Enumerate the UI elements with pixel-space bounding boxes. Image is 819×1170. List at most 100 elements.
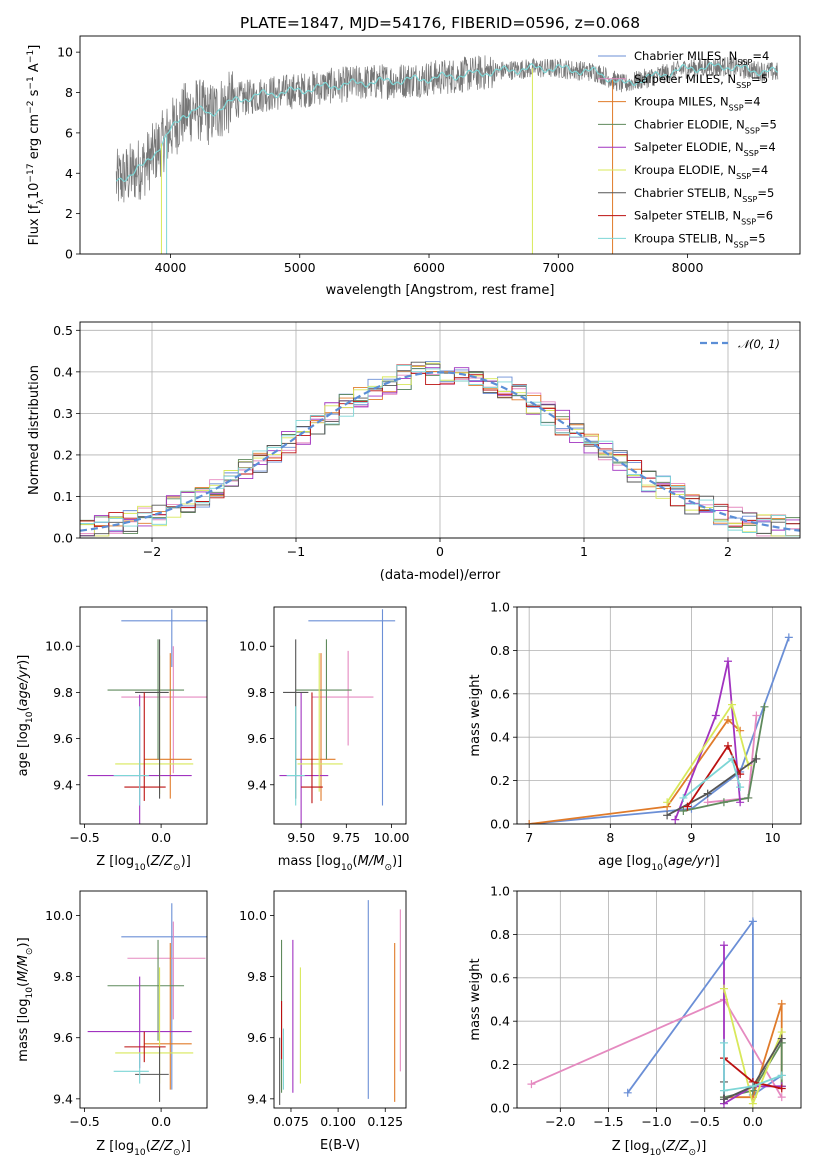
y-tick-label: 9.8: [247, 685, 267, 700]
histogram-series: [80, 365, 800, 537]
series-marker: [752, 711, 761, 720]
x-tick-label: 10.00: [374, 830, 410, 845]
series-marker: [703, 789, 712, 798]
massweight-vs-age-panel: 7 8 9 10 0.0 0.2 0.4 0.6 0.8 1.0 mass weight age [l…: [468, 600, 802, 873]
x-tick-label: 0.0: [743, 1114, 763, 1129]
series-line: [529, 637, 790, 824]
y-tick-label: 0.4: [53, 364, 73, 379]
series-marker: [683, 802, 692, 811]
x-tick-label: 8000: [672, 260, 704, 275]
y-tick-label: 10: [57, 45, 73, 60]
y-tick-label: 0.6: [490, 970, 510, 985]
series-marker: [736, 783, 745, 792]
mass-weight-series: [527, 917, 786, 1108]
x-tick-label: 0.0: [151, 1114, 171, 1129]
x-tick-label: 9.50: [287, 830, 315, 845]
y-tick-label: 6: [65, 125, 73, 140]
x-tick-label: −2: [143, 544, 161, 559]
x-tick-label: 0.100: [320, 1114, 356, 1129]
series-line: [723, 945, 782, 1106]
massweight-vs-Z-panel: −2.0 −1.5 −1.0 −0.5 0.0 0.0 0.2 0.4 0.6 0.8 1.0 mas…: [468, 884, 802, 1158]
y-tick-label: 0.8: [490, 927, 510, 942]
series-marker: [719, 984, 728, 993]
x-tick-label: 9: [687, 830, 695, 845]
y-tick-label: 9.4: [53, 777, 73, 792]
x-axis-label: wavelength [Angstrom, rest frame]: [326, 283, 555, 298]
y-tick-label: 9.6: [247, 1030, 267, 1045]
y-tick-label: 0.1: [53, 489, 73, 504]
y-axis-label: age [log10(age/yr)]: [16, 655, 35, 777]
y-tick-label: 9.4: [247, 1091, 267, 1106]
x-tick-label: 6000: [413, 260, 445, 275]
legend-entry: Kroupa ELODIE, NSSP=4: [634, 163, 768, 181]
series-marker: [525, 820, 534, 824]
figure-title: PLATE=1847, MJD=54176, FIBERID=0596, z=0…: [240, 14, 640, 32]
y-axis-label: mass weight: [468, 958, 483, 1040]
x-tick-label: −1: [287, 544, 305, 559]
y-tick-label: 0.0: [490, 1101, 510, 1116]
y-tick-label: 0.8: [490, 643, 510, 658]
y-tick-label: 0.0: [53, 531, 73, 546]
series-marker: [777, 1034, 786, 1043]
axes-frame: [516, 606, 802, 825]
normal-reference-line: [80, 371, 800, 532]
legend-entry: Kroupa MILES, NSSP=4: [634, 95, 761, 113]
x-tick-label: 2: [724, 544, 732, 559]
series-marker: [719, 1095, 728, 1104]
series-marker: [719, 798, 728, 807]
legend-entry: Chabrier ELODIE, NSSP=5: [634, 117, 777, 135]
series-marker: [777, 999, 786, 1008]
series-marker: [679, 793, 688, 802]
series-marker: [777, 1071, 786, 1080]
axes-frame: [79, 321, 801, 539]
series-marker: [736, 798, 745, 807]
series-marker: [736, 770, 745, 779]
age-vs-Z-panel: −0.5 0.0 9.4 9.6 9.8 10.0 Z [log10(Z/Z⊙)] age […: [16, 606, 208, 873]
x-tick-label: −1.5: [593, 1114, 623, 1129]
series-marker: [663, 811, 672, 820]
y-tick-label: 1.0: [490, 884, 510, 899]
x-tick-label: 7: [525, 830, 533, 845]
series-marker: [752, 754, 761, 763]
axes-frame: [516, 890, 802, 1109]
x-tick-label: −2.0: [545, 1114, 575, 1129]
x-tick-label: 0: [436, 544, 444, 559]
series-marker: [760, 702, 769, 711]
series-marker: [723, 657, 732, 666]
y-tick-label: 9.6: [247, 731, 267, 746]
series-marker: [748, 1099, 757, 1108]
series-marker: [711, 711, 720, 720]
errorbar-points: [279, 609, 396, 824]
y-axis-label: Normed distribution: [27, 365, 42, 495]
legend-entry: Chabrier STELIB, NSSP=5: [634, 186, 774, 204]
errorbar-points: [279, 900, 401, 1105]
y-tick-label: 4: [65, 166, 73, 181]
y-tick-label: 0.0: [490, 817, 510, 832]
x-tick-label: −0.5: [690, 1114, 720, 1129]
series-marker: [719, 1038, 728, 1047]
series-marker: [723, 741, 732, 750]
x-axis-label: mass [log10(M/M⊙)]: [278, 854, 402, 873]
series-marker: [679, 806, 688, 815]
y-tick-label: 2: [65, 206, 73, 221]
legend-entry: Salpeter ELODIE, NSSP=4: [634, 140, 776, 158]
x-tick-label: 9.75: [332, 830, 360, 845]
y-tick-label: 9.4: [53, 1091, 73, 1106]
x-axis-label: Z [log10(Z/Z⊙)]: [96, 1139, 191, 1158]
y-tick-label: 0.2: [490, 1057, 510, 1072]
series-marker: [623, 1088, 632, 1097]
legend-entry: Kroupa STELIB, NSSP=5: [634, 231, 766, 249]
y-tick-label: 0.6: [490, 686, 510, 701]
mass-weight-series: [525, 633, 793, 824]
x-axis-label: age [log10(age/yr)]: [598, 854, 720, 873]
axes-frame: [79, 35, 801, 255]
series-marker: [784, 633, 793, 642]
x-tick-label: −0.5: [69, 830, 99, 845]
y-tick-label: 10.0: [239, 908, 267, 923]
series-marker: [728, 700, 737, 709]
spectrum-legend: Chabrier MILES, NSSP=4 Salpeter MILES, NS…: [598, 49, 777, 249]
y-tick-label: 9.8: [53, 685, 73, 700]
y-tick-label: 9.6: [53, 1030, 73, 1045]
y-tick-label: 0.3: [53, 406, 73, 421]
